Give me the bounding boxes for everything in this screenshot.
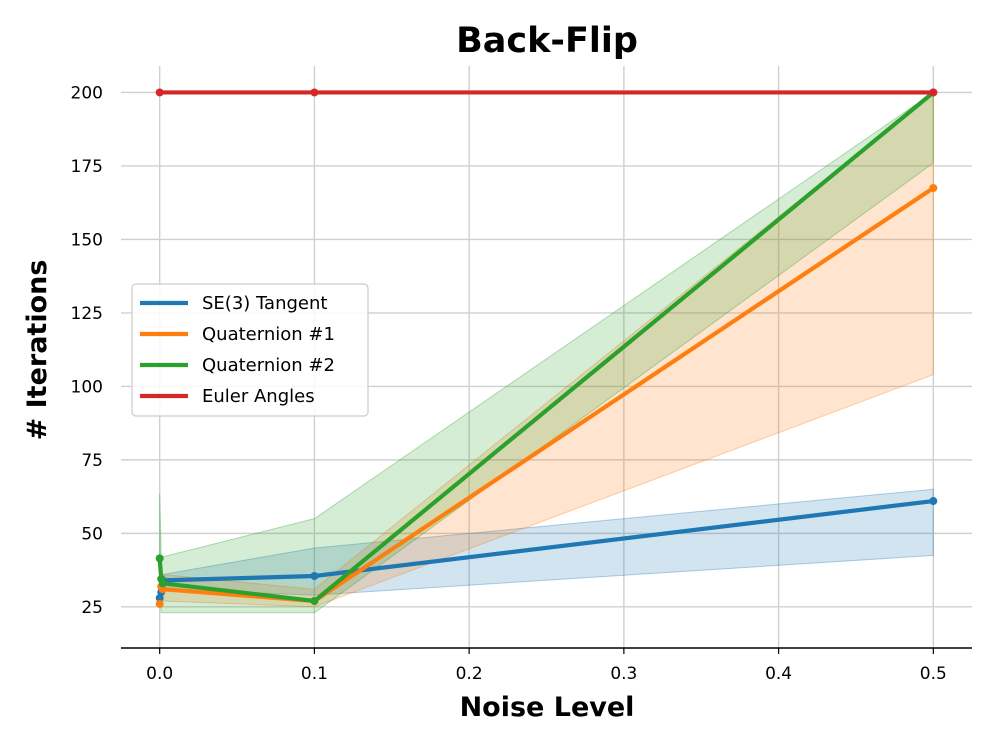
y-axis-ticks: 25 50 75 100 125 150 175 200 xyxy=(71,83,103,617)
se-3-tangent-point xyxy=(929,497,938,506)
x-tick-label: 0.3 xyxy=(610,664,637,684)
legend: SE(3) Tangent Quaternion #1 Quaternion #2 E… xyxy=(131,283,369,417)
y-tick-label: 125 xyxy=(71,304,103,324)
y-tick-label: 100 xyxy=(71,377,103,397)
y-tick-label: 200 xyxy=(71,83,103,103)
quaternion-1-point xyxy=(929,183,938,192)
quaternion-1-point xyxy=(158,585,167,594)
quaternion-2-point xyxy=(158,579,167,588)
y-tick-label: 50 xyxy=(81,524,103,544)
euler-angles-point xyxy=(929,88,938,97)
x-tick-label: 0.2 xyxy=(456,664,483,684)
quaternion-2-point xyxy=(310,596,319,605)
y-axis-label: # Iterations xyxy=(22,260,53,441)
euler-angles-legend-label: Euler Angles xyxy=(202,386,315,407)
x-tick-label: 0.0 xyxy=(146,664,173,684)
x-axis-label: Noise Level xyxy=(460,692,635,723)
se-3-tangent-legend-label: SE(3) Tangent xyxy=(202,293,327,314)
euler-angles-point xyxy=(310,88,319,97)
quaternion-2-point xyxy=(155,554,164,563)
y-tick-label: 75 xyxy=(81,451,103,471)
x-axis-ticks: 0.0 0.1 0.2 0.3 0.4 0.5 xyxy=(146,648,947,684)
euler-angles-point xyxy=(155,88,164,97)
x-tick-label: 0.4 xyxy=(765,664,792,684)
series-points xyxy=(155,88,938,608)
chart-title: Back-Flip xyxy=(456,21,638,61)
quaternion-1-legend-label: Quaternion #1 xyxy=(202,324,335,345)
quaternion-1-point xyxy=(155,599,164,608)
y-tick-label: 25 xyxy=(81,598,103,618)
se-3-tangent-point xyxy=(310,571,319,580)
y-tick-label: 150 xyxy=(71,230,103,250)
x-tick-label: 0.1 xyxy=(301,664,328,684)
x-tick-label: 0.5 xyxy=(920,664,947,684)
y-tick-label: 175 xyxy=(71,157,103,177)
legend-box xyxy=(131,283,369,417)
quaternion-2-legend-label: Quaternion #2 xyxy=(202,355,335,376)
